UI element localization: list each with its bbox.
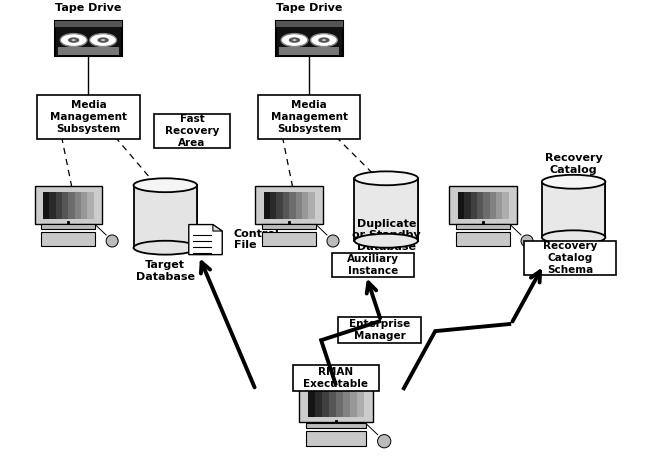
FancyBboxPatch shape: [296, 192, 302, 219]
FancyBboxPatch shape: [456, 232, 510, 246]
Text: Control
File: Control File: [234, 229, 280, 251]
FancyBboxPatch shape: [470, 192, 477, 219]
FancyBboxPatch shape: [270, 192, 276, 219]
FancyBboxPatch shape: [322, 387, 329, 417]
FancyBboxPatch shape: [308, 192, 314, 219]
Ellipse shape: [101, 39, 105, 41]
FancyBboxPatch shape: [464, 192, 470, 219]
Ellipse shape: [134, 241, 197, 255]
FancyBboxPatch shape: [62, 192, 69, 219]
FancyBboxPatch shape: [332, 253, 414, 277]
FancyBboxPatch shape: [306, 423, 366, 428]
FancyBboxPatch shape: [279, 47, 339, 55]
FancyBboxPatch shape: [262, 232, 316, 246]
Ellipse shape: [354, 234, 418, 248]
Ellipse shape: [72, 39, 76, 41]
Text: Media
Management
Subsystem: Media Management Subsystem: [271, 100, 347, 134]
FancyBboxPatch shape: [477, 192, 483, 219]
FancyBboxPatch shape: [37, 95, 140, 139]
FancyBboxPatch shape: [276, 21, 343, 56]
FancyBboxPatch shape: [306, 431, 366, 446]
FancyBboxPatch shape: [258, 95, 360, 139]
Text: Fast
Recovery
Area: Fast Recovery Area: [165, 114, 219, 148]
FancyBboxPatch shape: [55, 21, 122, 56]
Ellipse shape: [60, 34, 87, 47]
FancyBboxPatch shape: [49, 192, 56, 219]
Text: Auxiliary
Instance: Auxiliary Instance: [347, 254, 398, 276]
Ellipse shape: [542, 230, 605, 244]
FancyBboxPatch shape: [502, 192, 509, 219]
Ellipse shape: [97, 37, 109, 43]
Polygon shape: [134, 185, 197, 248]
FancyBboxPatch shape: [308, 387, 315, 417]
Polygon shape: [213, 225, 222, 231]
FancyBboxPatch shape: [55, 21, 122, 27]
Ellipse shape: [521, 235, 533, 247]
Ellipse shape: [327, 235, 339, 247]
FancyBboxPatch shape: [262, 224, 316, 229]
Ellipse shape: [281, 34, 308, 47]
Text: Recovery
Catalog: Recovery Catalog: [545, 153, 603, 175]
Text: RMAN
Executable: RMAN Executable: [304, 368, 368, 389]
FancyBboxPatch shape: [293, 366, 379, 392]
Ellipse shape: [322, 39, 326, 41]
Ellipse shape: [289, 37, 300, 43]
FancyBboxPatch shape: [524, 241, 616, 275]
FancyBboxPatch shape: [357, 387, 364, 417]
Ellipse shape: [310, 34, 337, 47]
FancyBboxPatch shape: [34, 187, 102, 224]
Polygon shape: [354, 178, 418, 241]
FancyBboxPatch shape: [329, 387, 336, 417]
Text: Duplicate
or Standby
Database: Duplicate or Standby Database: [352, 219, 421, 252]
Text: Recovery
Catalog
Schema: Recovery Catalog Schema: [543, 241, 597, 275]
Ellipse shape: [292, 39, 296, 41]
Text: Target
Database: Target Database: [136, 260, 195, 282]
FancyBboxPatch shape: [283, 192, 289, 219]
FancyBboxPatch shape: [490, 192, 496, 219]
FancyBboxPatch shape: [58, 47, 118, 55]
Text: Enterprise
Manager: Enterprise Manager: [349, 319, 410, 341]
FancyBboxPatch shape: [336, 387, 343, 417]
Polygon shape: [542, 182, 605, 237]
Polygon shape: [189, 225, 222, 255]
FancyBboxPatch shape: [315, 387, 322, 417]
Ellipse shape: [542, 175, 605, 189]
FancyBboxPatch shape: [343, 387, 350, 417]
FancyBboxPatch shape: [483, 192, 490, 219]
FancyBboxPatch shape: [41, 232, 95, 246]
Ellipse shape: [134, 178, 197, 192]
Text: Media
Management
Subsystem: Media Management Subsystem: [50, 100, 127, 134]
FancyBboxPatch shape: [263, 192, 270, 219]
FancyBboxPatch shape: [338, 317, 421, 343]
FancyBboxPatch shape: [450, 187, 517, 224]
Ellipse shape: [106, 235, 118, 247]
FancyBboxPatch shape: [56, 192, 62, 219]
FancyBboxPatch shape: [496, 192, 502, 219]
FancyBboxPatch shape: [458, 192, 464, 219]
Ellipse shape: [354, 172, 418, 185]
Text: Tape Drive: Tape Drive: [55, 3, 122, 13]
FancyBboxPatch shape: [81, 192, 87, 219]
FancyBboxPatch shape: [43, 192, 49, 219]
Ellipse shape: [378, 435, 391, 448]
FancyBboxPatch shape: [276, 192, 283, 219]
FancyBboxPatch shape: [456, 224, 510, 229]
FancyBboxPatch shape: [155, 114, 230, 148]
FancyBboxPatch shape: [299, 381, 373, 422]
FancyBboxPatch shape: [350, 387, 357, 417]
FancyBboxPatch shape: [41, 224, 95, 229]
FancyBboxPatch shape: [276, 21, 343, 27]
Ellipse shape: [68, 37, 79, 43]
FancyBboxPatch shape: [289, 192, 296, 219]
Text: Tape Drive: Tape Drive: [276, 3, 343, 13]
FancyBboxPatch shape: [75, 192, 81, 219]
FancyBboxPatch shape: [69, 192, 75, 219]
FancyBboxPatch shape: [302, 192, 308, 219]
FancyBboxPatch shape: [255, 187, 323, 224]
Ellipse shape: [319, 37, 330, 43]
FancyBboxPatch shape: [87, 192, 93, 219]
Ellipse shape: [90, 34, 116, 47]
